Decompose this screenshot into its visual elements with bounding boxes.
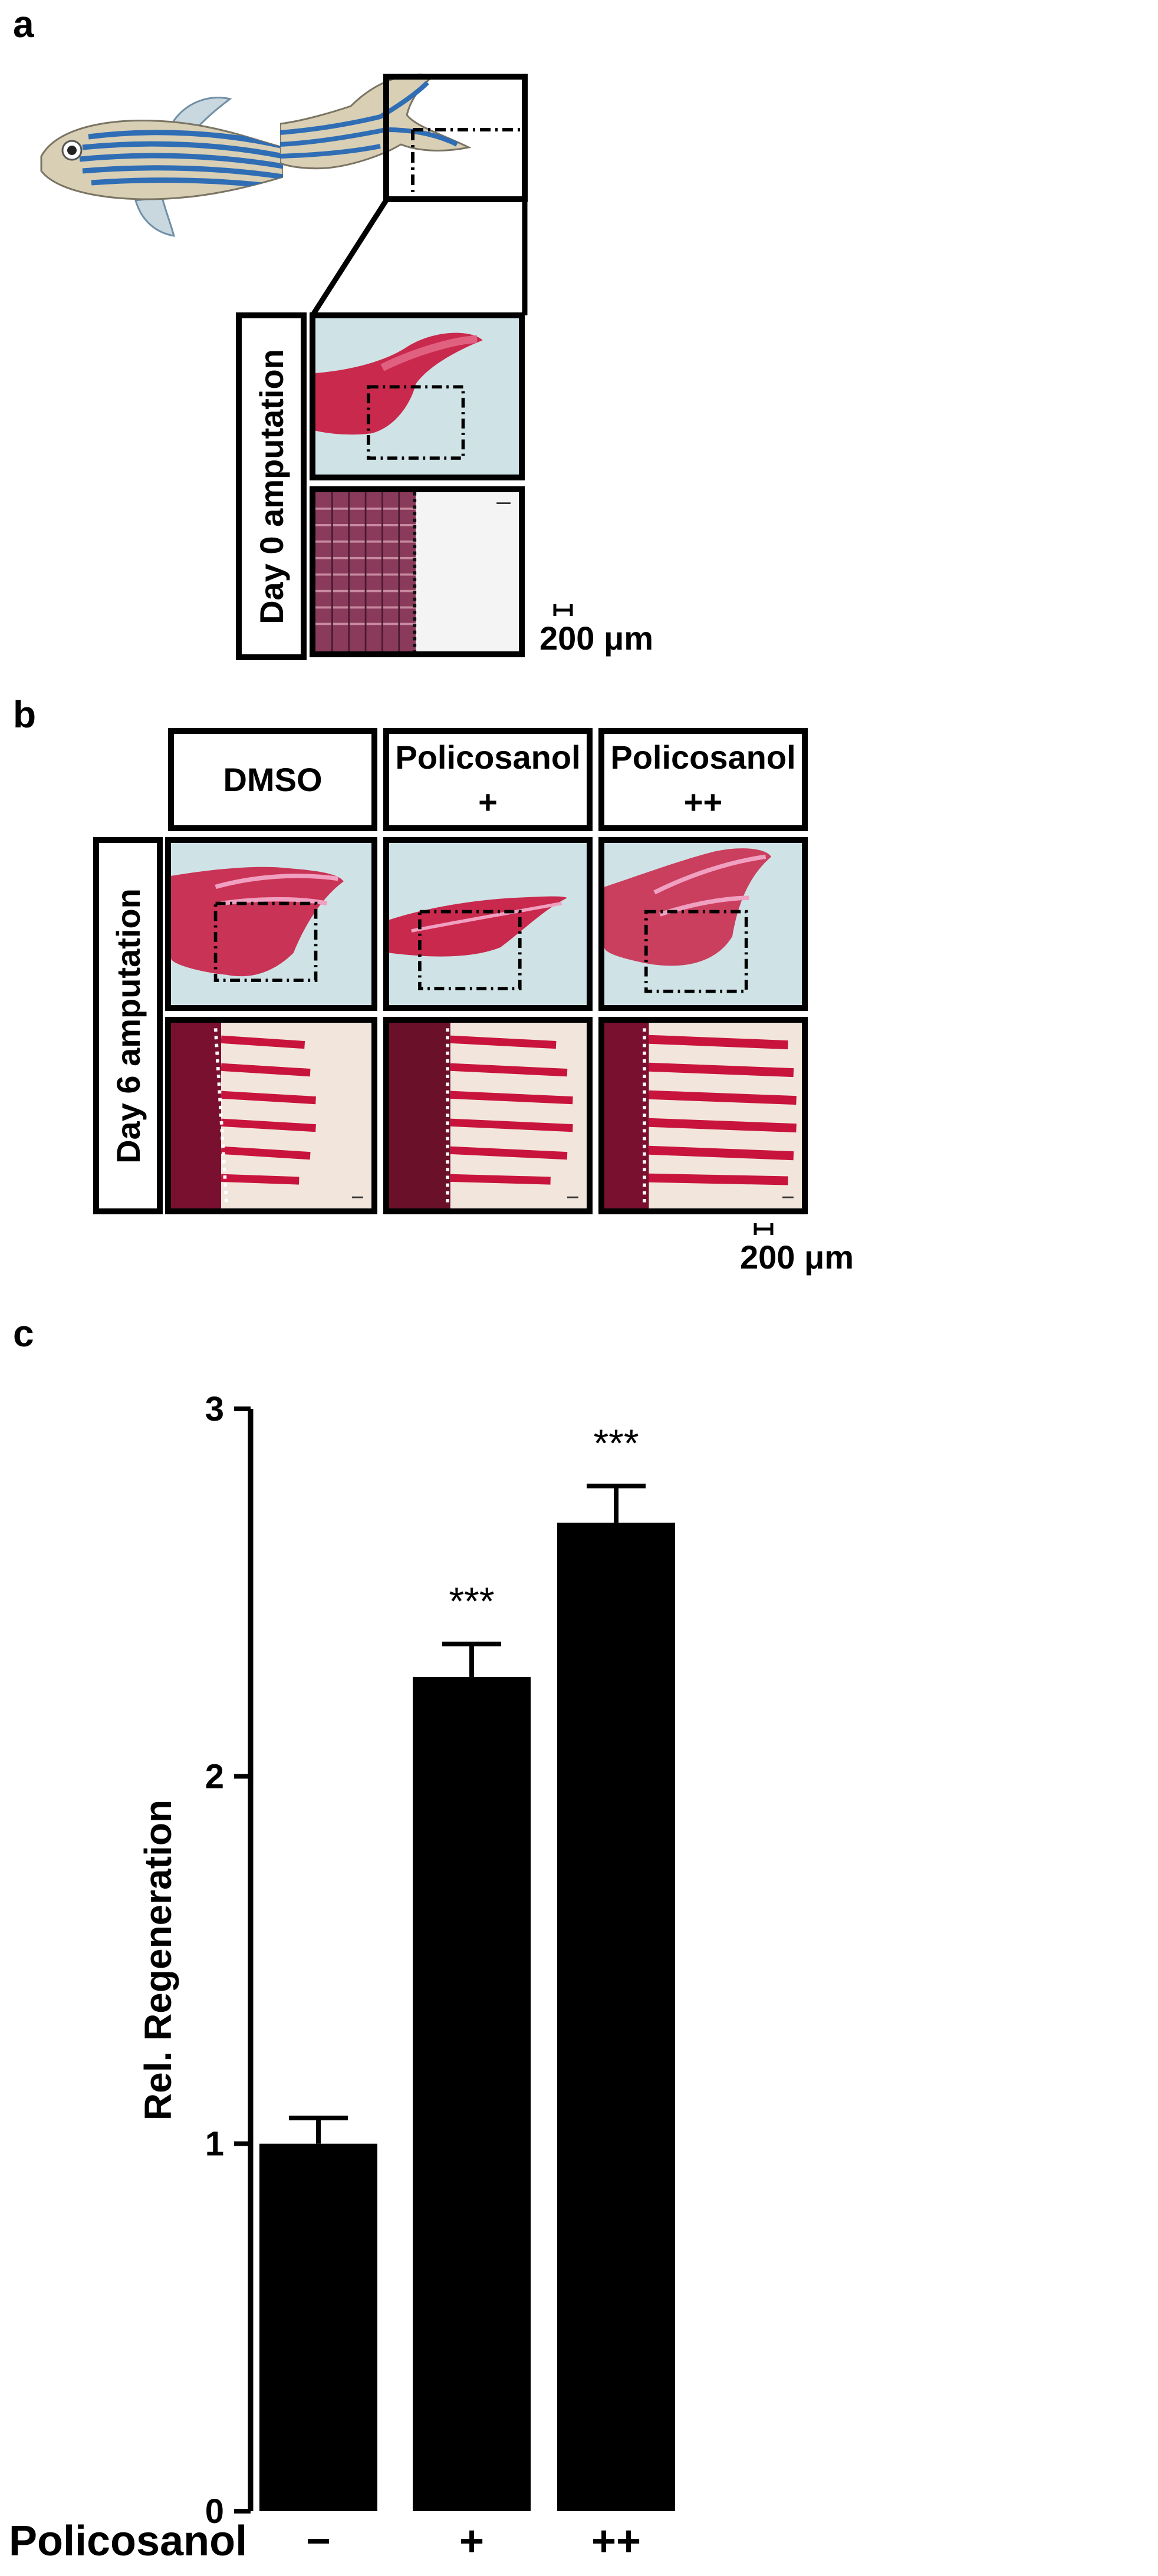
scale-bar-b bbox=[754, 1223, 774, 1235]
bar bbox=[557, 1523, 675, 2511]
panel-letter-c: c bbox=[13, 1312, 34, 1355]
day6-policosanol-plusplus-closeup-photo bbox=[598, 1017, 808, 1214]
day6-dmso-closeup-photo bbox=[165, 1017, 377, 1214]
panel-letter-b: b bbox=[13, 693, 37, 736]
scale-label-b: 200 μm bbox=[740, 1238, 854, 1276]
day6-row-label-box: Day 6 amputation bbox=[93, 837, 163, 1214]
y-tick-label: 2 bbox=[205, 1757, 224, 1796]
zebrafish-illustration bbox=[40, 97, 283, 237]
x-tick-label: − bbox=[306, 2518, 331, 2564]
scale-bar-a bbox=[553, 604, 573, 616]
column-header-line1: DMSO bbox=[223, 760, 323, 798]
significance-label: *** bbox=[449, 1579, 494, 1623]
y-tick-label: 3 bbox=[205, 1390, 224, 1428]
column-header-line2: ++ bbox=[683, 783, 723, 821]
day0-fin-closeup-photo bbox=[310, 486, 525, 657]
day6-policosanol-plus-closeup-photo bbox=[383, 1017, 593, 1214]
day6-row-label: Day 6 amputation bbox=[109, 888, 147, 1164]
day0-fin-photo bbox=[310, 312, 525, 480]
column-header-dmso: DMSO bbox=[168, 728, 377, 831]
day6-dmso-fin-photo bbox=[165, 837, 377, 1011]
fish-inset-box bbox=[383, 74, 528, 202]
bar-chart: 0 1 2 3 Rel. Regeneration − *** + *** ++ Policosan… bbox=[9, 1390, 675, 2564]
y-axis-label: Rel. Regeneration bbox=[137, 1800, 179, 2120]
column-header-line1: Policosanol bbox=[395, 738, 581, 776]
y-tick-label: 0 bbox=[205, 2492, 224, 2531]
column-header-policosanol-plusplus: Policosanol ++ bbox=[598, 728, 808, 831]
bar bbox=[413, 1677, 531, 2511]
bar bbox=[259, 2143, 377, 2511]
x-axis-label: Policosanol bbox=[9, 2518, 247, 2564]
day0-row-label-box: Day 0 amputation bbox=[236, 312, 307, 660]
column-header-policosanol-plus: Policosanol + bbox=[383, 728, 593, 831]
column-header-line2: + bbox=[478, 783, 498, 821]
scale-label-a: 200 μm bbox=[539, 620, 654, 657]
day6-policosanol-plusplus-fin-photo bbox=[598, 837, 808, 1011]
day0-row-label: Day 0 amputation bbox=[252, 348, 290, 624]
panel-letter-a: a bbox=[13, 3, 34, 45]
day6-policosanol-plus-fin-photo bbox=[383, 837, 593, 1011]
x-tick-label: ++ bbox=[591, 2518, 641, 2564]
y-tick-label: 1 bbox=[205, 2125, 224, 2163]
zoom-lines bbox=[310, 195, 528, 317]
significance-label: *** bbox=[593, 1421, 639, 1465]
column-header-line1: Policosanol bbox=[610, 738, 796, 776]
cut-line-overlay bbox=[411, 128, 528, 202]
x-tick-label: + bbox=[459, 2518, 484, 2564]
